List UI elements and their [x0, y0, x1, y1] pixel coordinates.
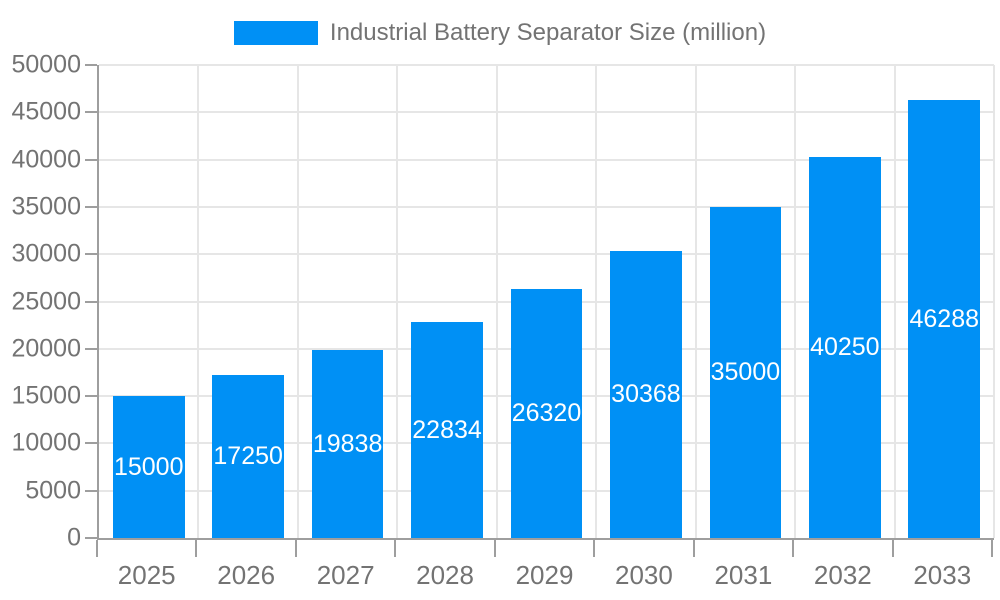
x-tick-label-2031: 2031	[714, 560, 773, 590]
gridline-vertical	[396, 65, 399, 538]
y-tick-label: 5000	[25, 476, 81, 505]
x-tick-mark	[991, 540, 993, 557]
gridline-vertical	[296, 65, 299, 538]
y-tick-mark	[85, 111, 97, 114]
x-tick-label-2026: 2026	[217, 560, 276, 590]
gridline-vertical	[893, 65, 896, 538]
bar-2030[interactable]: 30368	[610, 250, 682, 538]
x-tick-mark	[792, 540, 795, 557]
y-tick-mark	[85, 347, 97, 350]
y-tick-mark	[85, 158, 97, 161]
x-tick-label-2027: 2027	[316, 560, 375, 590]
plot-area: 15000 17250 19838 22834 26320 30368 35000 40250…	[97, 64, 995, 540]
y-tick-label: 50000	[11, 50, 81, 79]
bar-2033[interactable]: 46288	[908, 100, 981, 538]
bar-value-label: 26320	[511, 399, 582, 427]
x-tick-label-2033: 2033	[913, 560, 972, 590]
bar-2028[interactable]: 22834	[411, 322, 483, 538]
gridline-horizontal	[99, 158, 994, 161]
y-tick-mark	[85, 442, 97, 445]
x-tick-mark	[593, 540, 596, 557]
bar-2031[interactable]: 35000	[709, 206, 782, 538]
x-tick-mark	[294, 540, 297, 557]
x-tick-label-2025: 2025	[117, 560, 176, 590]
bar-2025[interactable]: 15000	[112, 396, 185, 538]
legend[interactable]: Industrial Battery Separator Size (milli…	[0, 19, 1000, 47]
y-tick-label: 20000	[11, 334, 81, 363]
legend-label: Industrial Battery Separator Size (milli…	[329, 19, 767, 46]
y-tick-mark	[85, 489, 97, 492]
x-tick-label-2030: 2030	[615, 560, 673, 590]
y-tick-label: 25000	[11, 287, 81, 315]
x-tick-label-2029: 2029	[515, 560, 574, 590]
y-tick-mark	[85, 537, 97, 539]
gridline-vertical	[595, 65, 598, 538]
y-tick-label: 35000	[11, 192, 81, 221]
y-tick-label: 0	[67, 523, 81, 552]
bar-value-label: 40250	[810, 333, 880, 362]
y-tick-mark	[85, 253, 97, 256]
y-tick-label: 30000	[11, 239, 81, 268]
x-tick-label-2032: 2032	[813, 560, 872, 590]
y-tick-mark	[85, 395, 97, 398]
x-tick-mark	[96, 540, 98, 557]
y-tick-mark	[85, 64, 97, 66]
bar-value-label: 15000	[113, 452, 184, 481]
x-tick-mark	[195, 540, 198, 557]
x-tick-mark	[692, 540, 695, 557]
gridline-horizontal	[99, 205, 994, 208]
gridline-horizontal	[99, 253, 994, 256]
x-tick-mark	[394, 540, 397, 557]
y-tick-mark	[85, 205, 97, 208]
gridline-horizontal	[99, 111, 994, 114]
gridline-vertical	[495, 65, 498, 538]
bar-2027[interactable]: 19838	[311, 350, 384, 538]
gridline-vertical	[197, 65, 200, 538]
x-tick-mark	[891, 540, 894, 557]
gridline-horizontal	[99, 64, 994, 66]
y-axis: 0 5000 10000 15000 20000 25000 30000 35000 40000…	[0, 51, 97, 552]
x-tick-label-2028: 2028	[416, 560, 474, 590]
bar-2026[interactable]: 17250	[212, 374, 284, 538]
legend-swatch	[233, 21, 318, 45]
bar-value-label: 19838	[312, 429, 383, 458]
bar-value-label: 22834	[412, 415, 482, 444]
gridline-vertical	[694, 65, 697, 538]
bar-2032[interactable]: 40250	[809, 157, 881, 538]
x-tick-mark	[493, 540, 496, 557]
bar-value-label: 46288	[909, 304, 980, 333]
bar-value-label: 17250	[213, 441, 283, 470]
bar-value-label: 35000	[710, 357, 781, 386]
y-tick-label: 40000	[11, 145, 81, 174]
x-axis: 2025 2026 2027 2028 2029 2030 2031 2032 2033	[96, 540, 993, 600]
y-tick-label: 10000	[11, 428, 81, 457]
gridline-vertical	[794, 65, 797, 538]
gridline-vertical	[993, 65, 995, 538]
y-tick-mark	[85, 300, 97, 303]
y-tick-label: 45000	[11, 97, 81, 126]
bar-2029[interactable]: 26320	[510, 289, 583, 538]
y-tick-label: 15000	[11, 381, 81, 410]
bar-value-label: 30368	[611, 379, 681, 408]
